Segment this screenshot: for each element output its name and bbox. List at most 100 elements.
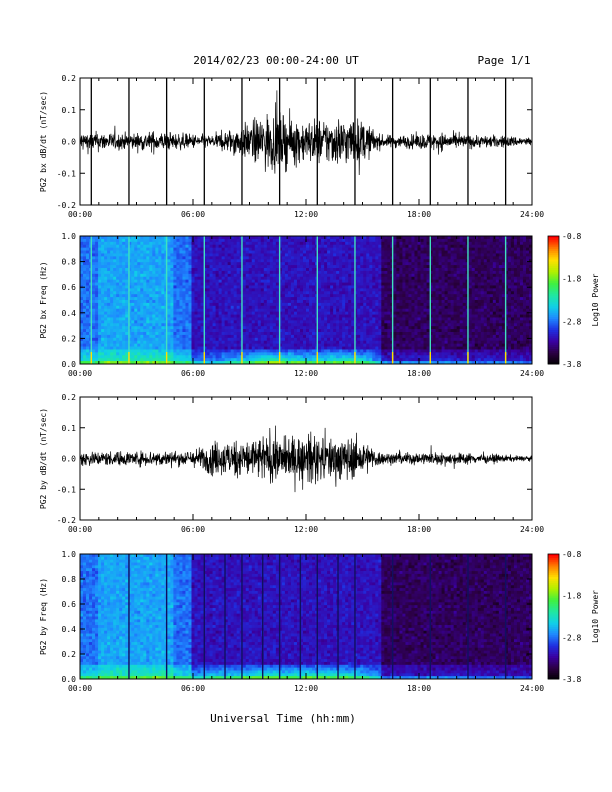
heat-cell — [179, 305, 183, 310]
heat-cell — [363, 244, 367, 249]
heat-cell — [86, 285, 90, 289]
heat-cell — [351, 352, 355, 356]
heat-cell — [182, 334, 186, 339]
heat-cell — [116, 329, 120, 333]
heat-cell — [330, 241, 334, 246]
heat-cell — [224, 241, 229, 246]
heat-cell — [275, 320, 280, 324]
heat-cell — [312, 268, 316, 272]
heat-cell — [137, 276, 141, 281]
heat-cell — [363, 273, 367, 278]
heat-cell — [194, 314, 198, 318]
heat-cell — [378, 349, 382, 353]
heat-cell — [312, 358, 316, 362]
heat-cell — [345, 300, 349, 304]
heat-cell — [387, 236, 391, 240]
heat-cell — [233, 358, 238, 362]
heat-cell — [387, 282, 391, 286]
heat-cell — [146, 288, 150, 292]
heat-cell — [161, 311, 165, 315]
heat-cell — [146, 352, 150, 356]
heat-cell — [369, 276, 373, 281]
heat-cell — [269, 326, 274, 330]
heat-cell — [110, 334, 114, 339]
heat-cell — [176, 256, 180, 260]
heat-cell — [299, 268, 304, 272]
heat-cell — [182, 270, 186, 275]
heat-cell — [363, 314, 367, 318]
heat-cell — [393, 317, 397, 321]
heat-cell — [143, 340, 147, 345]
heat-cell — [378, 285, 382, 289]
heat-cell — [125, 355, 129, 359]
heat-cell — [330, 268, 334, 272]
heat-cell — [230, 297, 235, 301]
heat-cell — [185, 326, 189, 330]
heat-cell — [80, 314, 84, 318]
heat-cell — [200, 358, 204, 362]
heat-cell — [167, 250, 171, 254]
heat-cell — [173, 311, 177, 315]
heat-cell — [122, 291, 126, 295]
heat-cell — [215, 259, 220, 263]
heat-cell — [95, 323, 99, 327]
heat-cell — [146, 282, 150, 286]
heat-cell — [260, 334, 265, 339]
heat-cell — [137, 329, 141, 333]
heat-cell — [122, 302, 126, 307]
heat-cell — [339, 247, 343, 251]
heat-cell — [218, 279, 223, 283]
heat-cell — [342, 329, 346, 333]
heat-cell — [104, 285, 108, 289]
heat-cell — [357, 282, 361, 286]
heat-cell — [92, 256, 96, 260]
heat-cell — [290, 285, 295, 289]
heat-cell — [387, 297, 391, 301]
heat-cell — [101, 308, 105, 313]
heat-cell — [387, 320, 391, 324]
heat-cell — [336, 253, 340, 257]
heat-cell — [191, 285, 195, 289]
heat-cell — [140, 273, 144, 278]
heat-cell — [212, 253, 216, 257]
heat-cell — [408, 256, 412, 260]
heat-cell — [176, 265, 180, 269]
heat-cell — [104, 291, 108, 295]
heat-cell — [275, 297, 280, 301]
heat-cell — [161, 332, 165, 336]
heat-cell — [80, 256, 84, 260]
heat-cell — [233, 314, 238, 318]
heat-cell — [98, 311, 102, 315]
heat-cell — [182, 294, 186, 298]
heat-cell — [176, 302, 180, 307]
heat-cell — [321, 241, 325, 246]
heat-cell — [351, 355, 355, 359]
heat-cell — [363, 238, 367, 243]
heat-cell — [363, 270, 367, 275]
heat-cell — [104, 268, 108, 272]
heat-cell — [387, 253, 391, 257]
heat-cell — [131, 340, 135, 345]
heat-cell — [176, 346, 180, 350]
heat-cell — [170, 279, 174, 283]
heat-cell — [95, 268, 99, 272]
heat-cell — [248, 288, 253, 292]
heat-cell — [140, 282, 144, 286]
heat-cell — [357, 276, 361, 281]
heat-cell — [236, 236, 241, 240]
heat-cell — [116, 273, 120, 278]
heat-cell — [83, 276, 87, 281]
heat-cell — [318, 311, 322, 315]
heat-cell — [278, 317, 283, 321]
heat-cell — [372, 241, 376, 246]
heat-cell — [339, 355, 343, 359]
heat-cell — [134, 346, 138, 350]
heat-cell — [137, 291, 141, 295]
heat-cell — [330, 273, 334, 278]
heat-cell — [221, 302, 226, 307]
heat-cell — [254, 297, 259, 301]
heat-cell — [197, 282, 201, 286]
heat-cell — [251, 349, 256, 353]
heat-cell — [387, 250, 391, 254]
heat-cell — [98, 334, 102, 339]
